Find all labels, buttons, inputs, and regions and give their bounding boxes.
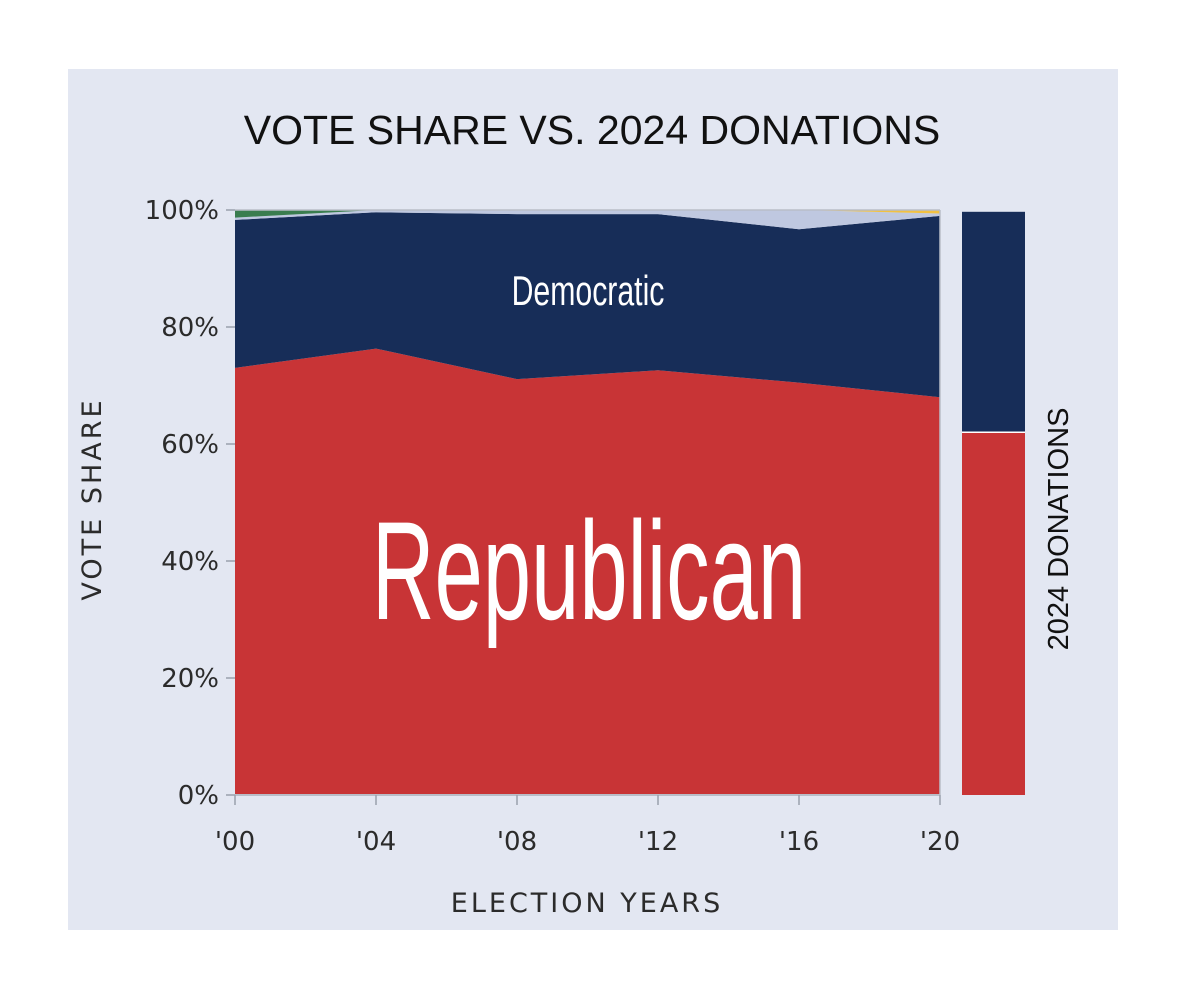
- vote-share-chart: VOTE SHARE VS. 2024 DONATIONS Democratic…: [77, 107, 1075, 919]
- series-label-democratic: Democratic: [512, 267, 665, 314]
- series-label-republican: Republican: [372, 493, 806, 649]
- y-tick-label: 40%: [161, 547, 219, 577]
- y-tick-label: 60%: [161, 430, 219, 460]
- y-axis-title: VOTE SHARE: [77, 397, 108, 600]
- y-tick-label: 20%: [161, 664, 219, 694]
- x-tick-label: '16: [779, 827, 819, 857]
- x-tick-label: '12: [638, 827, 678, 857]
- donations-bar-group: [962, 211, 1025, 795]
- axes-group: 0% 20% 40% 60% 80% 100% '00 '04 '08 '12 '16 '20: [145, 196, 960, 857]
- donation-bar-democratic: [962, 211, 1025, 433]
- x-tick-label: '04: [356, 827, 396, 857]
- chart-title: VOTE SHARE VS. 2024 DONATIONS: [244, 107, 940, 153]
- y-tick-label: 80%: [161, 313, 219, 343]
- area-democratic: [235, 212, 940, 398]
- series-label-group: Democratic Republican: [372, 267, 806, 649]
- chart-panel: VOTE SHARE VS. 2024 DONATIONS Democratic…: [68, 69, 1118, 930]
- area-other-3: [235, 210, 940, 218]
- area-republican: [235, 348, 940, 795]
- x-tick-label: '08: [497, 827, 537, 857]
- stacked-area-group: [235, 210, 940, 795]
- x-tick-label: '00: [215, 827, 255, 857]
- x-tick-label: '20: [920, 827, 960, 857]
- donation-bar-republican: [962, 432, 1025, 795]
- donations-axis-title: 2024 DONATIONS: [1043, 408, 1075, 651]
- x-axis-title: ELECTION YEARS: [451, 888, 723, 919]
- area-other-2: [235, 210, 940, 230]
- y-tick-label: 100%: [145, 196, 219, 226]
- y-tick-label: 0%: [178, 781, 219, 811]
